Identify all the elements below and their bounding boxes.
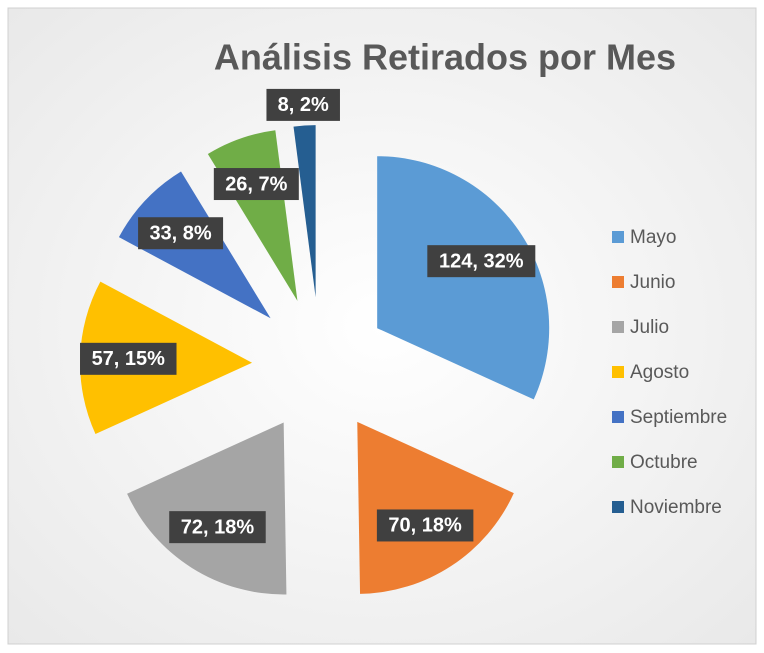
data-label: 26, 7% [225, 173, 287, 195]
legend-swatch [612, 501, 624, 513]
data-label: 8, 2% [278, 94, 329, 116]
legend-label: Septiembre [630, 407, 727, 428]
legend-label: Julio [630, 317, 669, 338]
legend: Mayo Junio Julio Agosto Septiembre Octubre Nov… [612, 227, 727, 518]
pie-slice [127, 422, 287, 595]
legend-swatch [612, 231, 624, 243]
data-label: 70, 18% [388, 515, 462, 537]
legend-label: Junio [630, 272, 675, 293]
data-labels: 124, 32% 70, 18% 72, 18% 57, 15% 33, 8% 26, 7… [80, 88, 536, 544]
data-label: 33, 8% [149, 223, 211, 245]
data-label-box [213, 168, 299, 201]
data-label-box [266, 88, 340, 121]
legend-swatch [612, 366, 624, 378]
legend-swatch [612, 411, 624, 423]
pie-slice [377, 156, 550, 400]
legend-label: Noviembre [630, 497, 722, 518]
data-label-box [169, 511, 266, 544]
legend-swatch [612, 456, 624, 468]
legend-swatch [612, 276, 624, 288]
legend-label: Octubre [630, 452, 698, 473]
legend-label: Agosto [630, 362, 689, 383]
pie-slice [293, 125, 316, 298]
data-label-box [80, 342, 177, 375]
data-label: 124, 32% [439, 250, 524, 272]
data-label-box [427, 245, 536, 278]
data-label-box [376, 509, 474, 542]
legend-swatch [612, 321, 624, 333]
data-label-box [138, 217, 224, 250]
pie-slice [357, 421, 514, 594]
data-label: 72, 18% [181, 516, 255, 538]
chart-title: Análisis Retirados por Mes [214, 37, 676, 78]
legend-label: Mayo [630, 227, 676, 248]
plot [80, 125, 550, 595]
data-label: 57, 15% [92, 348, 166, 370]
